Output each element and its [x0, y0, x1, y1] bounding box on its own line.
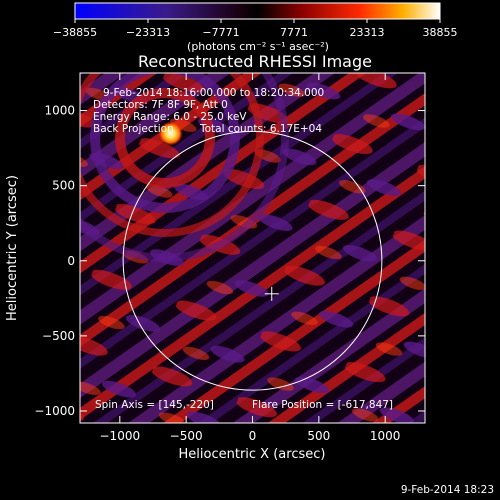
flare-source [158, 121, 183, 146]
colorbar-ticks: −38855 −23313 −7771 7771 23313 38855 [53, 19, 458, 39]
colorbar-tick-label: −23313 [126, 26, 170, 39]
colorbar-tick-label: 7771 [280, 26, 308, 39]
solar-limb [122, 130, 383, 391]
annotation-spin-axis: Spin Axis = [145,-220] [95, 399, 214, 411]
annotation-method: Back Projection [93, 123, 174, 135]
x-tick-label: −500 [170, 429, 203, 443]
colorbar-tick-label: 23313 [350, 26, 385, 39]
x-axis-label: Heliocentric X (arcsec) [179, 447, 326, 462]
y-tick-label: 500 [52, 179, 75, 193]
heatmap-image [80, 73, 425, 423]
colorbar-tick-label: 38855 [423, 26, 458, 39]
x-tick-label: 0 [249, 429, 257, 443]
annotation-counts: Total counts: 6.17E+04 [199, 123, 322, 135]
annotation-time-range: 9-Feb-2014 18:16:00.000 to 18:20:34.000 [103, 87, 324, 99]
annotation-energy: Energy Range: 6.0 - 25.0 keV [93, 111, 247, 123]
y-tick-label: −500 [42, 329, 75, 343]
x-axis-ticks: −1000 −500 0 500 1000 [100, 73, 401, 443]
annotation-flare-position: Flare Position = [-617,847] [252, 399, 393, 411]
colorbar-tick-label: −38855 [53, 26, 97, 39]
y-tick-label: −1000 [34, 404, 75, 418]
annotation-detectors: Detectors: 7F 8F 9F, Att 0 [93, 99, 228, 111]
y-tick-label: 0 [67, 254, 75, 268]
x-tick-label: 1000 [370, 429, 401, 443]
x-tick-label: −1000 [100, 429, 141, 443]
sun-center-marker [264, 286, 279, 301]
chart-title: Reconstructed RHESSI Image [138, 52, 372, 71]
y-tick-label: 1000 [44, 104, 75, 118]
colorbar-tick-label: −7771 [202, 26, 239, 39]
x-tick-label: 500 [307, 429, 330, 443]
colorbar-unit-label: (photons cm⁻² s⁻¹ asec⁻²) [187, 40, 329, 53]
y-axis-ticks: −1000 −500 0 500 1000 [34, 104, 425, 418]
colorbar [74, 2, 441, 20]
y-axis-label: Heliocentric Y (arcsec) [5, 175, 20, 321]
footer-timestamp: 9-Feb-2014 18:23 [401, 484, 494, 496]
